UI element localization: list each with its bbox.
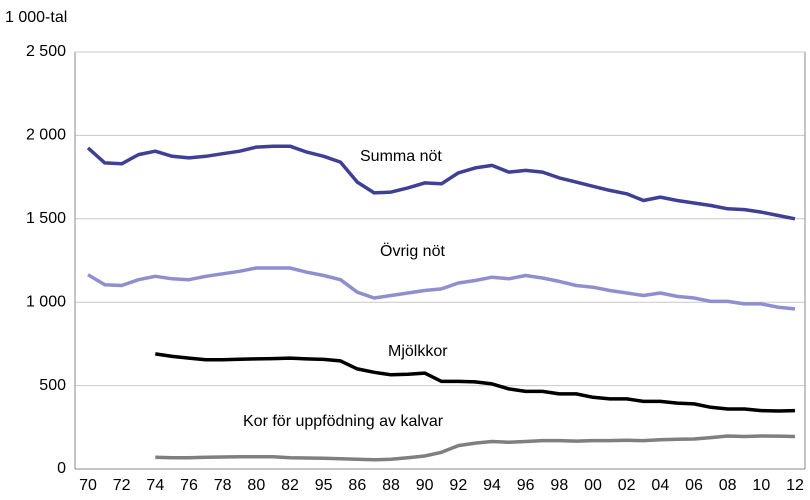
x-tick-label: 02 bbox=[618, 477, 636, 494]
x-tick-label: 88 bbox=[382, 477, 400, 494]
x-tick-label: 00 bbox=[584, 477, 602, 494]
series-label: Summa nöt bbox=[360, 148, 442, 165]
series-line bbox=[86, 144, 796, 221]
x-tick-label: 76 bbox=[180, 477, 198, 494]
y-tick-label: 2 000 bbox=[26, 127, 66, 144]
y-tick-label: 1 500 bbox=[26, 210, 66, 227]
x-tick-label: 08 bbox=[719, 477, 737, 494]
x-tick-label: 92 bbox=[449, 477, 467, 494]
series-label: Mjölkkor bbox=[388, 343, 448, 360]
x-tick-label: 74 bbox=[146, 477, 164, 494]
series-line bbox=[155, 352, 796, 413]
x-tick-label: 95 bbox=[315, 477, 333, 494]
x-tick-label: 06 bbox=[685, 477, 703, 494]
x-tick-label: 86 bbox=[348, 477, 366, 494]
series-line bbox=[87, 266, 796, 311]
x-tick-label: 72 bbox=[113, 477, 131, 494]
x-tick-label: 04 bbox=[651, 477, 669, 494]
y-tick-label: 500 bbox=[39, 377, 66, 394]
x-tick-label: 80 bbox=[247, 477, 265, 494]
series-label: Övrig nöt bbox=[380, 242, 445, 260]
x-tick-label: 90 bbox=[416, 477, 434, 494]
y-axis-unit: 1 000-tal bbox=[5, 9, 67, 26]
x-tick-label: 10 bbox=[752, 477, 770, 494]
x-tick-label: 96 bbox=[517, 477, 535, 494]
x-tick-label: 70 bbox=[79, 477, 97, 494]
series-label: Kor för uppfödning av kalvar bbox=[243, 413, 444, 430]
x-tick-label: 98 bbox=[550, 477, 568, 494]
x-tick-label: 82 bbox=[281, 477, 299, 494]
series-line bbox=[155, 434, 796, 462]
x-tick-label: 78 bbox=[214, 477, 232, 494]
x-tick-label: 94 bbox=[483, 477, 501, 494]
y-tick-label: 2 500 bbox=[26, 43, 66, 60]
x-tick-label: 12 bbox=[786, 477, 804, 494]
y-tick-label: 0 bbox=[57, 460, 66, 477]
y-tick-label: 1 000 bbox=[26, 293, 66, 310]
